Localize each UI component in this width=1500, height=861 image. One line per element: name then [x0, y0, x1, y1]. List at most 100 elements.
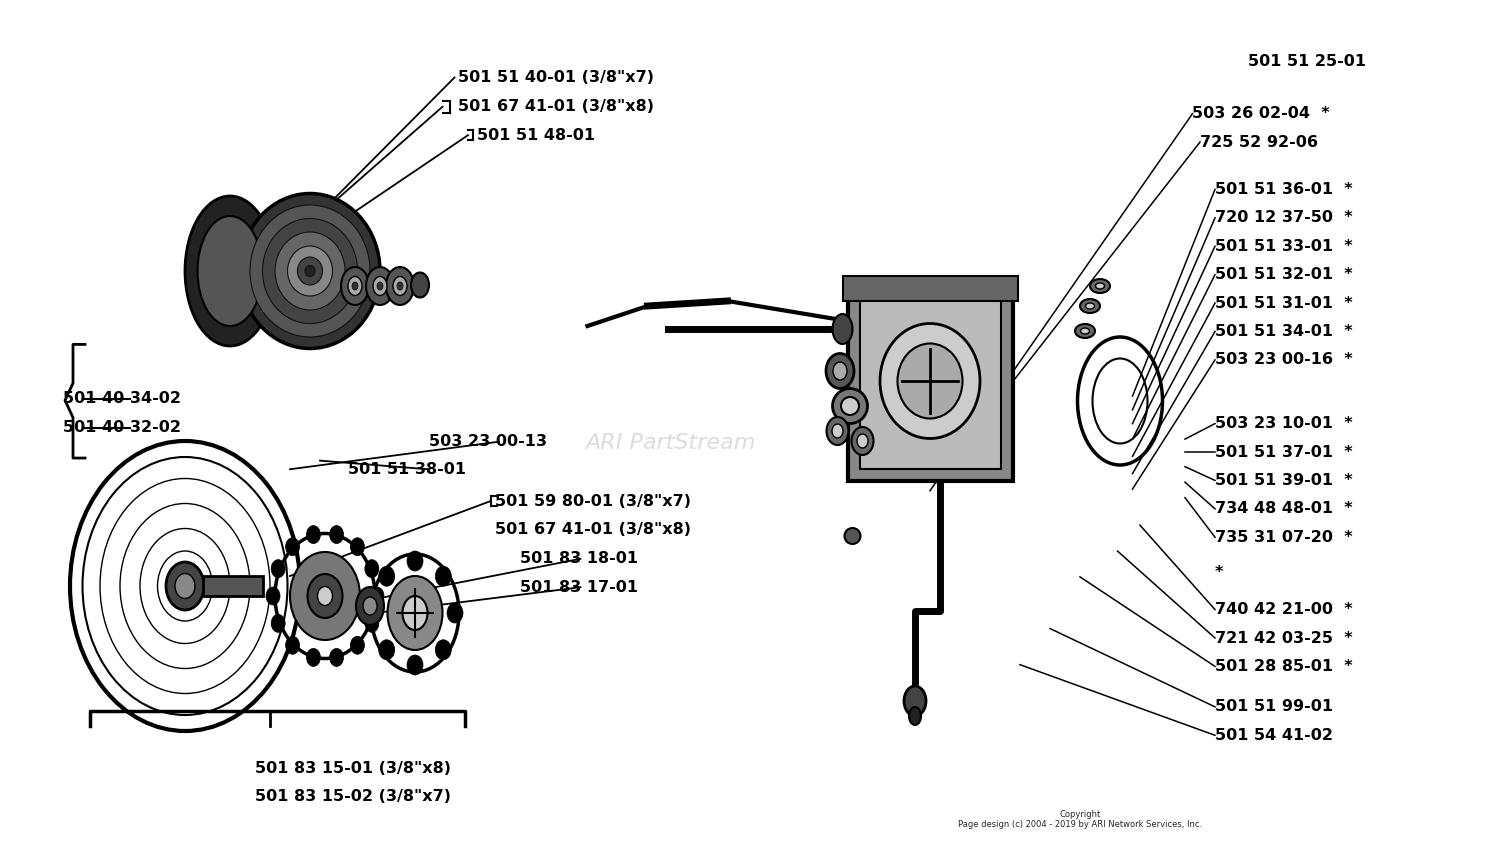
- Ellipse shape: [1090, 279, 1110, 293]
- Ellipse shape: [184, 196, 274, 346]
- Ellipse shape: [368, 603, 382, 623]
- Ellipse shape: [266, 587, 280, 605]
- Text: 501 59 80-01 (3/8"x7): 501 59 80-01 (3/8"x7): [495, 493, 692, 509]
- Ellipse shape: [909, 707, 921, 725]
- Ellipse shape: [274, 232, 345, 310]
- Ellipse shape: [833, 362, 848, 380]
- Ellipse shape: [330, 525, 344, 543]
- Ellipse shape: [842, 397, 860, 415]
- Ellipse shape: [376, 282, 382, 290]
- Ellipse shape: [880, 324, 980, 438]
- Ellipse shape: [904, 686, 926, 716]
- Ellipse shape: [272, 560, 285, 578]
- Ellipse shape: [406, 551, 423, 571]
- Ellipse shape: [306, 648, 321, 666]
- Text: 501 67 41-01 (3/8"x8): 501 67 41-01 (3/8"x8): [458, 99, 654, 115]
- Ellipse shape: [366, 267, 394, 305]
- Text: 501 40 34-02: 501 40 34-02: [63, 391, 182, 406]
- Text: 740 42 21-00  *: 740 42 21-00 *: [1215, 602, 1353, 617]
- Text: 503 23 10-01  *: 503 23 10-01 *: [1215, 416, 1353, 431]
- Text: 501 51 37-01  *: 501 51 37-01 *: [1215, 444, 1353, 460]
- Ellipse shape: [285, 636, 300, 654]
- Text: 501 51 32-01  *: 501 51 32-01 *: [1215, 267, 1353, 282]
- Text: 720 12 37-50  *: 720 12 37-50 *: [1215, 210, 1353, 226]
- FancyBboxPatch shape: [230, 263, 290, 279]
- Text: 501 51 40-01 (3/8"x7): 501 51 40-01 (3/8"x7): [458, 70, 654, 85]
- Ellipse shape: [364, 615, 380, 632]
- FancyBboxPatch shape: [843, 276, 1017, 301]
- Ellipse shape: [852, 427, 873, 455]
- Text: 501 28 85-01  *: 501 28 85-01 *: [1215, 659, 1353, 674]
- Text: 501 54 41-02: 501 54 41-02: [1215, 728, 1334, 743]
- Ellipse shape: [833, 388, 867, 424]
- Ellipse shape: [827, 354, 854, 388]
- Text: 503 23 00-16  *: 503 23 00-16 *: [1215, 352, 1353, 368]
- Text: ARI PartStream: ARI PartStream: [585, 433, 754, 454]
- Text: 501 40 32-02: 501 40 32-02: [63, 420, 182, 436]
- Ellipse shape: [262, 219, 357, 324]
- Text: 501 51 38-01: 501 51 38-01: [348, 461, 466, 477]
- Text: 501 51 36-01  *: 501 51 36-01 *: [1215, 182, 1353, 197]
- Ellipse shape: [402, 596, 427, 630]
- Ellipse shape: [378, 640, 394, 660]
- Text: 501 51 99-01: 501 51 99-01: [1215, 699, 1334, 715]
- Ellipse shape: [447, 603, 464, 623]
- Ellipse shape: [393, 276, 406, 295]
- Ellipse shape: [297, 257, 322, 285]
- Text: 734 48 48-01  *: 734 48 48-01 *: [1215, 501, 1353, 517]
- Text: 503 23 00-13: 503 23 00-13: [429, 434, 548, 449]
- Ellipse shape: [1080, 328, 1089, 334]
- Ellipse shape: [1080, 299, 1100, 313]
- Ellipse shape: [398, 282, 404, 290]
- Ellipse shape: [306, 525, 321, 543]
- Text: 725 52 92-06: 725 52 92-06: [1200, 134, 1318, 150]
- Text: 501 83 15-01 (3/8"x8): 501 83 15-01 (3/8"x8): [255, 760, 452, 776]
- Ellipse shape: [340, 267, 369, 305]
- Ellipse shape: [348, 276, 361, 295]
- Ellipse shape: [370, 587, 384, 605]
- Ellipse shape: [318, 586, 333, 605]
- FancyBboxPatch shape: [859, 293, 1000, 469]
- Text: 501 83 17-01: 501 83 17-01: [520, 579, 639, 595]
- Ellipse shape: [844, 528, 861, 544]
- Ellipse shape: [378, 567, 394, 586]
- Ellipse shape: [856, 434, 868, 448]
- Ellipse shape: [435, 640, 451, 660]
- Ellipse shape: [363, 597, 376, 615]
- Text: Copyright
Page design (c) 2004 - 2019 by ARI Network Services, Inc.: Copyright Page design (c) 2004 - 2019 by…: [958, 810, 1202, 829]
- Ellipse shape: [356, 587, 384, 625]
- Ellipse shape: [285, 538, 300, 555]
- Text: *: *: [1215, 565, 1224, 580]
- Ellipse shape: [351, 538, 364, 555]
- Ellipse shape: [386, 267, 414, 305]
- Text: 735 31 07-20  *: 735 31 07-20 *: [1215, 530, 1353, 545]
- Ellipse shape: [833, 424, 843, 438]
- Ellipse shape: [411, 272, 429, 298]
- Ellipse shape: [304, 265, 315, 276]
- Text: 721 42 03-25  *: 721 42 03-25 *: [1215, 630, 1353, 646]
- Ellipse shape: [406, 655, 423, 675]
- Text: 501 83 15-02 (3/8"x7): 501 83 15-02 (3/8"x7): [255, 789, 452, 804]
- Ellipse shape: [351, 636, 364, 654]
- Ellipse shape: [897, 344, 963, 418]
- Ellipse shape: [272, 615, 285, 632]
- Ellipse shape: [833, 314, 852, 344]
- Ellipse shape: [435, 567, 451, 586]
- Text: 501 51 33-01  *: 501 51 33-01 *: [1215, 238, 1353, 254]
- Text: 501 83 18-01: 501 83 18-01: [520, 551, 639, 567]
- Ellipse shape: [1086, 303, 1095, 309]
- Ellipse shape: [176, 573, 195, 598]
- Text: 501 67 41-01 (3/8"x8): 501 67 41-01 (3/8"x8): [495, 522, 692, 537]
- Ellipse shape: [290, 552, 360, 640]
- FancyBboxPatch shape: [202, 576, 262, 596]
- Ellipse shape: [166, 562, 204, 610]
- Ellipse shape: [240, 194, 380, 349]
- Text: 501 51 39-01  *: 501 51 39-01 *: [1215, 473, 1353, 488]
- Text: 501 51 25-01: 501 51 25-01: [1248, 54, 1366, 70]
- Ellipse shape: [198, 216, 262, 326]
- Ellipse shape: [308, 574, 342, 618]
- Ellipse shape: [387, 576, 442, 650]
- Ellipse shape: [330, 648, 344, 666]
- Text: 503 26 02-04  *: 503 26 02-04 *: [1192, 106, 1330, 121]
- Ellipse shape: [1076, 324, 1095, 338]
